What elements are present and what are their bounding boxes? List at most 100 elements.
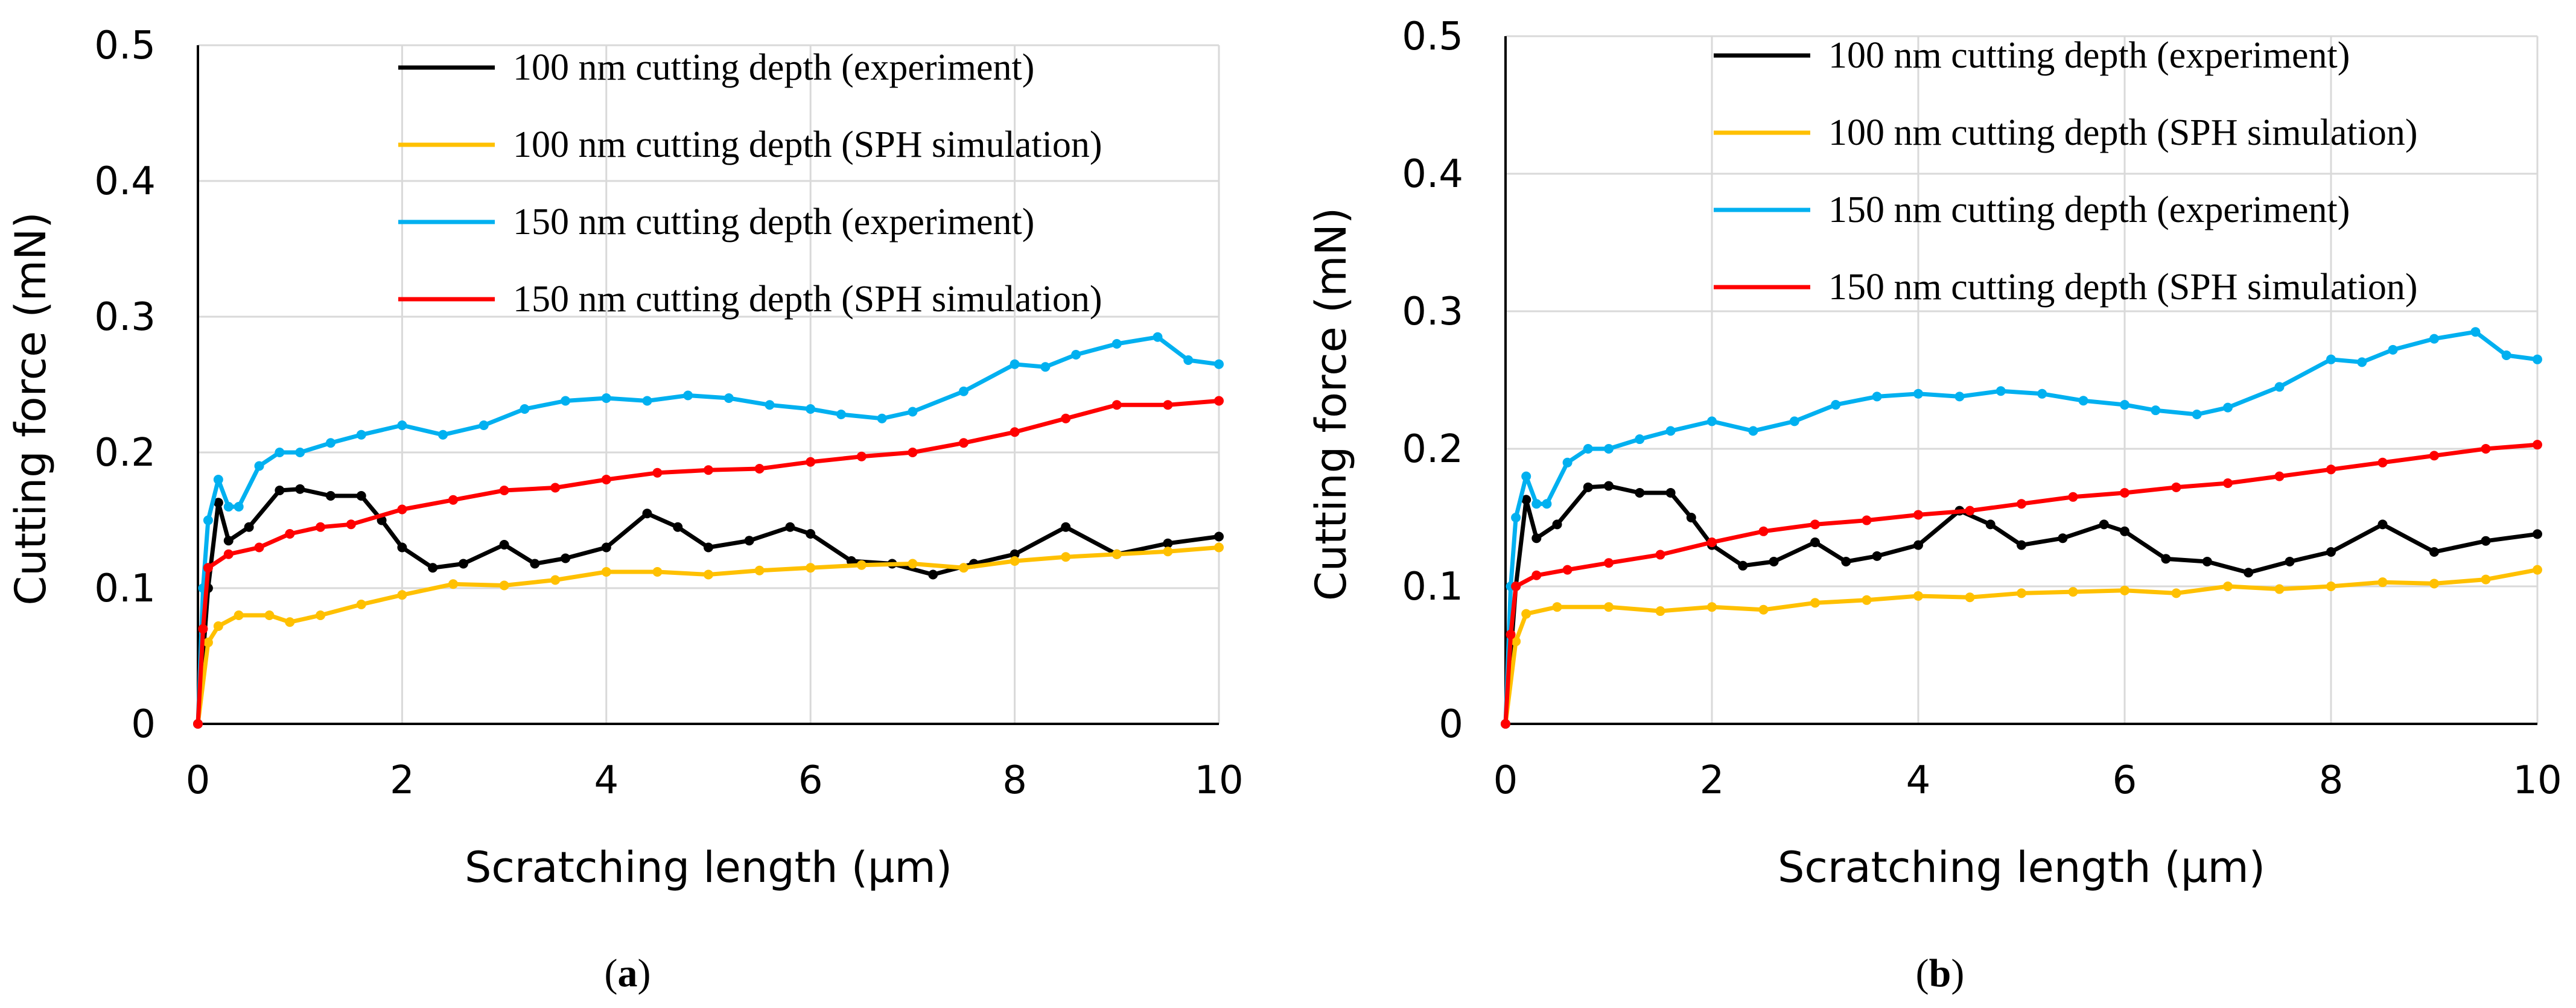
data-point-series-1 <box>1511 636 1521 647</box>
data-point-series-3 <box>2429 451 2439 461</box>
data-point-series-3 <box>2068 492 2078 502</box>
data-point-series-2 <box>254 461 264 471</box>
data-point-series-2 <box>2274 382 2285 392</box>
y-tick-label: 0.1 <box>94 566 156 611</box>
data-point-series-2 <box>765 400 775 410</box>
series-line-3 <box>1503 442 2538 724</box>
data-point-series-3 <box>2223 478 2233 488</box>
data-point-series-0 <box>244 522 254 532</box>
data-point-series-0 <box>2429 547 2439 557</box>
data-point-series-2 <box>1542 499 1552 509</box>
data-point-series-3 <box>1214 396 1224 406</box>
data-point-series-0 <box>356 491 366 501</box>
data-point-series-3 <box>856 451 867 461</box>
x-axis-label: Scratching length (μm) <box>465 843 952 892</box>
data-point-series-0 <box>744 536 754 546</box>
data-point-series-1 <box>2377 577 2388 588</box>
data-point-series-1 <box>285 617 295 627</box>
data-point-series-1 <box>1965 592 1975 603</box>
data-point-series-1 <box>856 560 867 570</box>
data-point-series-1 <box>2533 565 2542 575</box>
data-point-series-1 <box>2017 588 2026 598</box>
data-point-series-3 <box>1010 427 1020 437</box>
y-tick-label: 0.4 <box>1402 152 1463 197</box>
data-point-series-3 <box>1061 413 1071 423</box>
data-point-series-3 <box>2171 482 2181 492</box>
data-point-series-0 <box>458 559 468 569</box>
x-axis-label: Scratching length (μm) <box>1778 843 2265 892</box>
data-point-series-3 <box>1531 570 1542 580</box>
data-point-series-3 <box>1862 515 1872 525</box>
data-point-series-3 <box>908 448 918 457</box>
data-point-series-1 <box>1061 552 1071 562</box>
data-point-series-2 <box>2037 388 2047 399</box>
data-point-series-0 <box>1686 513 1696 522</box>
data-point-series-0 <box>325 491 336 501</box>
data-point-series-2 <box>356 430 366 440</box>
legend-label-2: 150 nm cutting depth (experiment) <box>513 201 1034 242</box>
data-point-series-3 <box>1965 506 1975 516</box>
data-point-series-0 <box>1061 522 1071 532</box>
data-point-series-0 <box>223 536 234 546</box>
data-point-series-2 <box>2533 354 2542 364</box>
data-point-series-0 <box>2161 554 2171 564</box>
data-point-series-3 <box>1604 558 1614 568</box>
data-point-series-3 <box>1810 519 1820 530</box>
data-point-series-0 <box>2377 519 2388 530</box>
chart-panel-a: 0 2 4 6 8 10 0 0.1 0.2 0.3 0.4 0.5 Scratching length… <box>6 24 1244 995</box>
data-point-series-1 <box>397 590 407 600</box>
data-point-series-0 <box>704 542 713 553</box>
data-point-series-3 <box>959 438 968 448</box>
data-point-series-1 <box>1552 602 1562 612</box>
data-point-series-2 <box>325 438 336 448</box>
data-point-series-0 <box>1738 560 1748 571</box>
y-tick-label: 0.3 <box>94 295 156 340</box>
data-point-series-3 <box>601 475 611 484</box>
data-point-series-0 <box>642 509 652 519</box>
data-point-series-2 <box>520 404 530 414</box>
x-tick-label: 4 <box>594 758 619 803</box>
data-point-series-3 <box>346 519 356 530</box>
data-point-series-1 <box>213 621 223 631</box>
y-tick-label: 0.5 <box>1402 14 1463 59</box>
data-point-series-2 <box>1562 457 1573 468</box>
data-point-series-0 <box>2099 519 2109 530</box>
data-point-series-2 <box>2429 334 2439 344</box>
data-point-series-2 <box>683 390 693 401</box>
data-point-series-0 <box>1810 537 1820 548</box>
data-point-series-2 <box>1071 350 1081 360</box>
legend-label-3: 150 nm cutting depth (SPH simulation) <box>1828 267 2417 308</box>
data-point-series-0 <box>275 486 285 495</box>
data-point-series-2 <box>2151 405 2161 416</box>
data-point-series-2 <box>1789 416 1799 426</box>
data-point-series-1 <box>1010 556 1020 566</box>
data-point-series-1 <box>1655 606 1665 617</box>
data-point-series-3 <box>550 483 561 493</box>
data-point-series-3 <box>193 719 203 729</box>
data-point-series-2 <box>724 393 734 403</box>
data-point-series-0 <box>2120 526 2129 536</box>
data-point-series-3 <box>806 457 816 467</box>
data-point-series-2 <box>1604 444 1614 454</box>
data-point-series-0 <box>2285 556 2295 566</box>
data-point-series-0 <box>2533 529 2542 539</box>
data-point-series-3 <box>499 486 509 495</box>
data-point-series-2 <box>2192 410 2202 419</box>
data-point-series-1 <box>1214 542 1224 553</box>
data-point-series-3 <box>2120 487 2129 498</box>
legend-label-0: 100 nm cutting depth (experiment) <box>1828 35 2350 76</box>
data-point-series-2 <box>2388 344 2398 355</box>
data-point-series-1 <box>1862 595 1872 605</box>
data-point-series-1 <box>499 580 509 591</box>
data-point-series-1 <box>754 565 765 575</box>
panel-label: (a) <box>605 951 651 995</box>
data-point-series-2 <box>1214 359 1224 369</box>
y-tick-label: 0.3 <box>1402 290 1463 334</box>
data-point-series-2 <box>1635 434 1645 445</box>
x-tick-label: 2 <box>1700 758 1725 803</box>
data-point-series-1 <box>652 567 663 577</box>
y-tick-label: 0.1 <box>1402 565 1463 609</box>
data-point-series-2 <box>1831 400 1841 410</box>
data-point-series-2 <box>1707 416 1717 426</box>
data-point-series-1 <box>1604 602 1614 612</box>
